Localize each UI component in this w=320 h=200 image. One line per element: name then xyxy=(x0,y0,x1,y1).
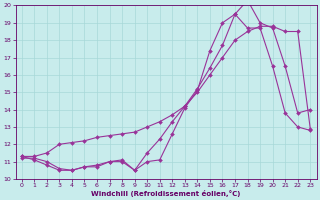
X-axis label: Windchill (Refroidissement éolien,°C): Windchill (Refroidissement éolien,°C) xyxy=(91,190,241,197)
